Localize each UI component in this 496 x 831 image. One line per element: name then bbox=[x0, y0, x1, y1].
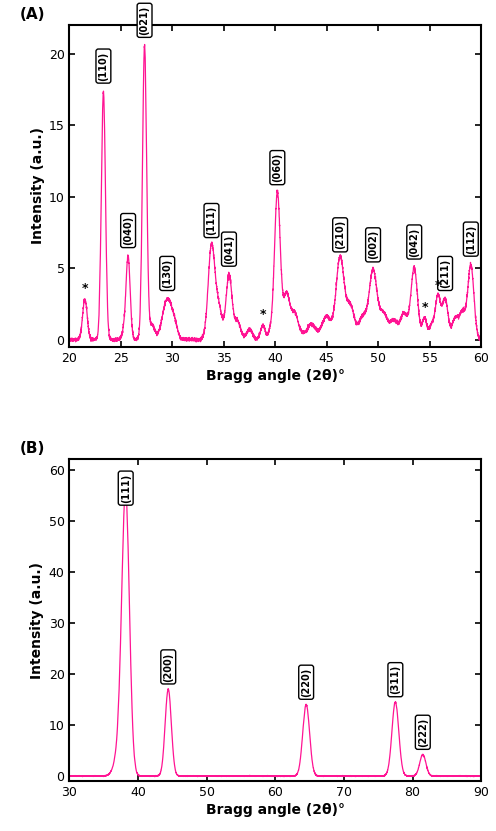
Text: (060): (060) bbox=[272, 153, 282, 182]
Text: (130): (130) bbox=[162, 258, 172, 288]
Text: *: * bbox=[82, 283, 88, 295]
X-axis label: Bragg angle (2θ)°: Bragg angle (2θ)° bbox=[206, 804, 345, 817]
Text: (A): (A) bbox=[20, 7, 46, 22]
Text: (042): (042) bbox=[409, 228, 419, 257]
Text: (112): (112) bbox=[466, 224, 476, 253]
Text: (220): (220) bbox=[301, 667, 311, 697]
Text: *: * bbox=[260, 308, 266, 321]
Text: (110): (110) bbox=[98, 52, 109, 81]
Text: *: * bbox=[434, 279, 441, 293]
Text: (002): (002) bbox=[368, 230, 378, 259]
Text: (200): (200) bbox=[163, 652, 173, 681]
Text: *: * bbox=[421, 301, 428, 314]
Text: (040): (040) bbox=[123, 216, 133, 245]
Text: (210): (210) bbox=[335, 220, 345, 249]
Text: (021): (021) bbox=[139, 6, 150, 35]
Y-axis label: Intensity (a.u.): Intensity (a.u.) bbox=[31, 127, 45, 244]
Text: (211): (211) bbox=[440, 258, 450, 288]
Text: (111): (111) bbox=[206, 206, 216, 235]
Text: (222): (222) bbox=[418, 718, 428, 747]
Y-axis label: Intensity (a.u.): Intensity (a.u.) bbox=[30, 562, 45, 679]
Text: (041): (041) bbox=[224, 234, 234, 263]
Text: (311): (311) bbox=[390, 665, 400, 695]
X-axis label: Bragg angle (2θ)°: Bragg angle (2θ)° bbox=[206, 369, 345, 383]
Text: (111): (111) bbox=[121, 474, 131, 503]
Text: (B): (B) bbox=[20, 441, 46, 456]
